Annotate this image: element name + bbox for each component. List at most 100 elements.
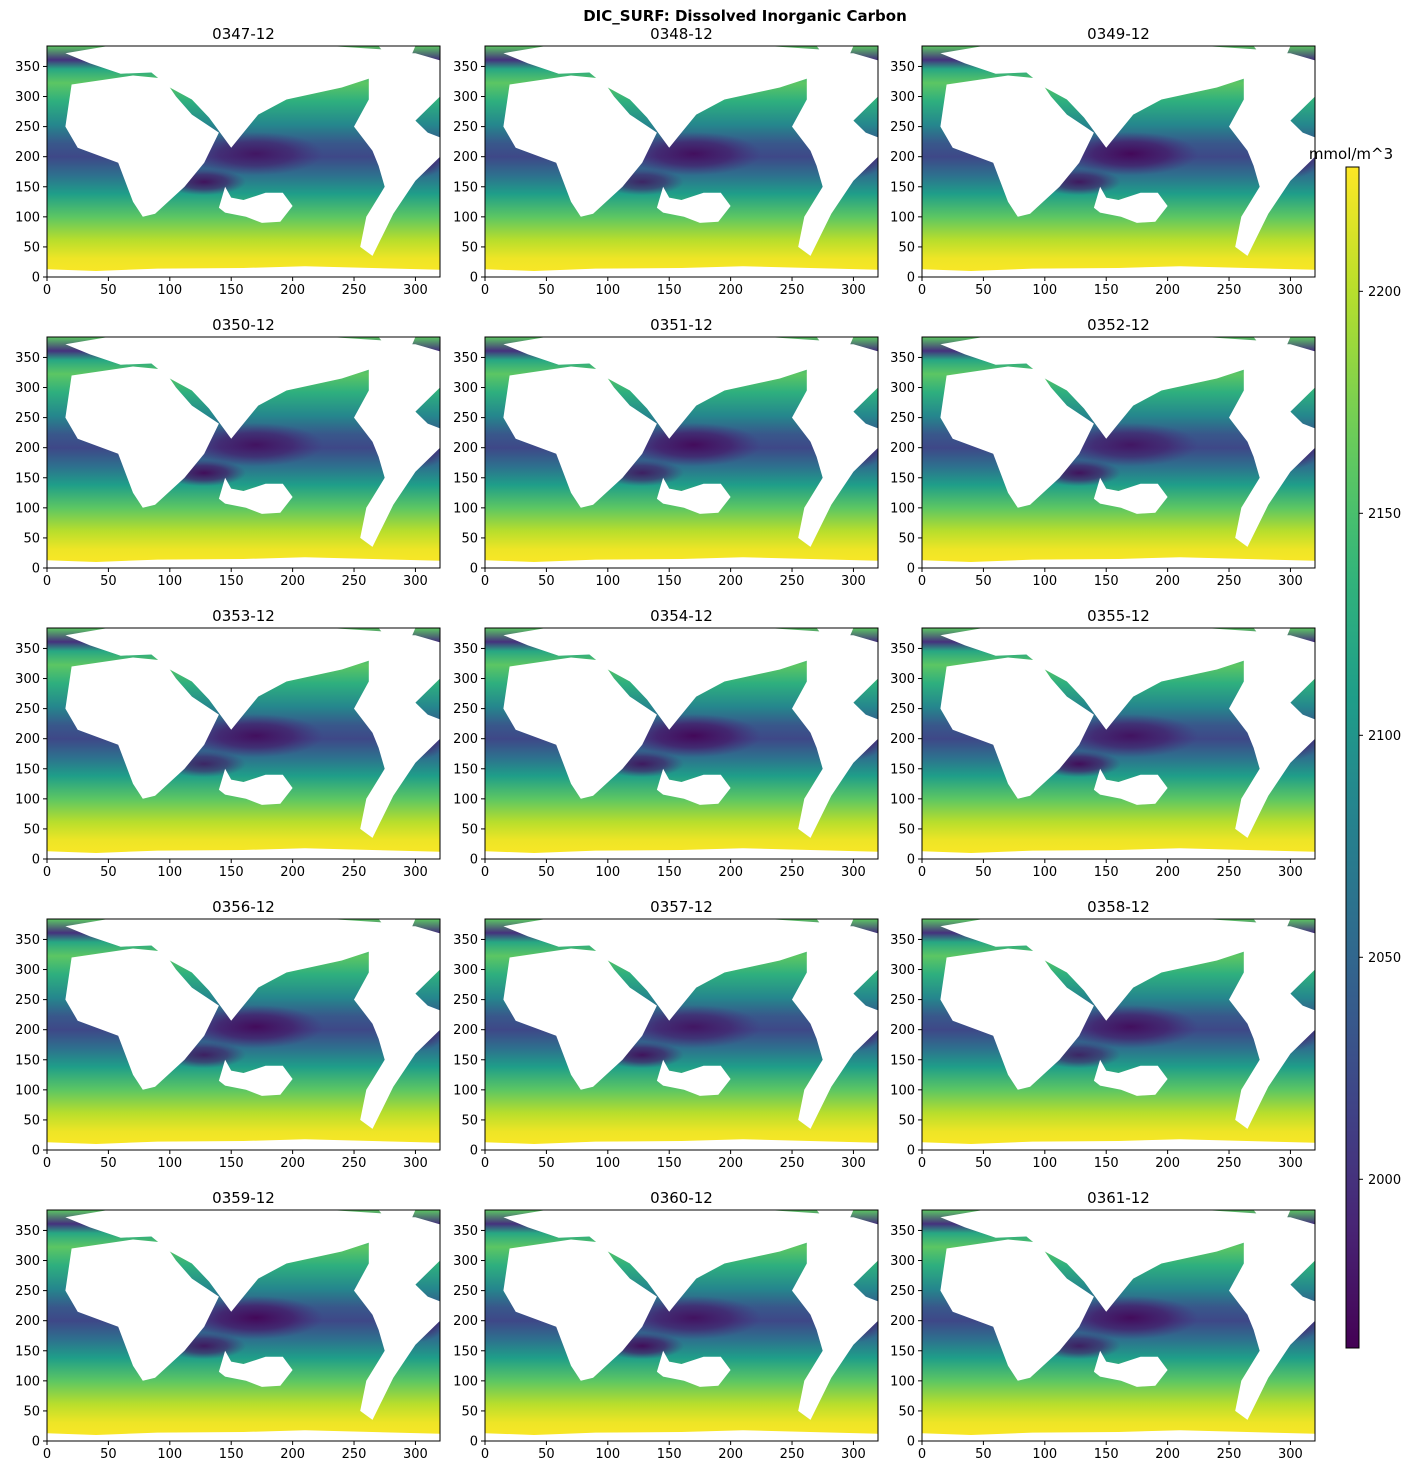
x-tick-label: 150: [657, 1156, 682, 1171]
y-tick-label: 200: [15, 732, 40, 747]
low-dic-region: [188, 132, 324, 176]
panel-title: 0349-12: [1087, 25, 1150, 43]
x-tick-label: 200: [718, 865, 743, 880]
land-australia: [218, 477, 293, 514]
dic-field: [47, 337, 440, 568]
y-tick-label: 150: [15, 471, 40, 486]
x-tick-label: 150: [219, 1447, 244, 1462]
land-antarctic: [922, 266, 1315, 277]
land-eurasia: [65, 337, 391, 439]
land-australia: [1093, 477, 1168, 514]
y-tick-label: 50: [461, 1404, 478, 1419]
x-tick-label: 150: [657, 574, 682, 589]
land-eurasia: [503, 919, 829, 1021]
y-tick-label: 0: [32, 853, 40, 868]
x-tick-label: 300: [841, 1447, 866, 1462]
x-tick-label: 200: [718, 574, 743, 589]
axes-frame: [484, 918, 879, 1151]
dic-field: [47, 628, 440, 859]
dic-field: [922, 1210, 1315, 1441]
land-americas: [792, 1217, 878, 1420]
y-tick-label: 0: [32, 1144, 40, 1159]
land-americas: [354, 344, 440, 547]
y-tick-label: 250: [15, 1284, 40, 1299]
land-antarctic: [485, 1139, 878, 1150]
y-tick-label: 50: [461, 531, 478, 546]
y-tick-label: 50: [898, 1113, 915, 1128]
y-tick-label: 200: [453, 1314, 478, 1329]
y-tick-label: 350: [453, 642, 478, 657]
y-tick-label: 350: [15, 1224, 40, 1239]
y-tick-label: 200: [15, 441, 40, 456]
figure-title: DIC_SURF: Dissolved Inorganic Carbon: [583, 7, 907, 25]
x-tick-label: 200: [718, 283, 743, 298]
y-tick-label: 200: [15, 150, 40, 165]
land-antarctic: [47, 557, 440, 568]
low-dic-region: [626, 1296, 762, 1340]
land-africa: [65, 657, 219, 799]
y-tick-label: 350: [15, 351, 40, 366]
y-tick-label: 250: [15, 120, 40, 135]
y-tick-label: 350: [453, 1224, 478, 1239]
y-tick-label: 150: [453, 180, 478, 195]
land-eurasia: [940, 46, 1266, 148]
x-tick-label: 0: [918, 1447, 926, 1462]
land-greenland: [816, 919, 854, 935]
y-tick-label: 50: [23, 1113, 40, 1128]
x-tick-label: 150: [1094, 865, 1119, 880]
x-tick-label: 100: [1032, 574, 1057, 589]
x-tick-label: 0: [481, 283, 489, 298]
dic-field: [47, 1210, 440, 1441]
panel-title: 0357-12: [650, 898, 713, 916]
x-tick-label: 200: [718, 1156, 743, 1171]
land-greenland: [816, 46, 854, 62]
low-dic-region: [626, 1005, 762, 1049]
land-greenland: [378, 46, 416, 62]
y-tick-label: 150: [453, 762, 478, 777]
y-tick-label: 150: [890, 471, 915, 486]
land-antarctic: [922, 557, 1315, 568]
land-eurasia: [65, 628, 391, 730]
low-dic-region: [188, 1005, 324, 1049]
y-tick-label: 0: [907, 271, 915, 286]
map-panel: 0 50 100 150 200 250 300 0 50 100 150 200 250 300 350 0…: [890, 1189, 1316, 1462]
colorbar-tick-label: 2200: [1368, 285, 1401, 300]
x-tick-label: 250: [342, 1447, 367, 1462]
y-tick-label: 0: [32, 271, 40, 286]
land-australia: [656, 186, 731, 223]
x-tick-label: 50: [538, 574, 555, 589]
x-tick-label: 50: [100, 574, 117, 589]
map-panel: 0 50 100 150 200 250 300 0 50 100 150 200 250 300 350 0…: [453, 898, 879, 1171]
x-tick-label: 200: [1155, 574, 1180, 589]
x-tick-label: 0: [43, 1447, 51, 1462]
land-africa: [503, 948, 657, 1090]
dic-field: [922, 46, 1315, 277]
y-tick-label: 300: [890, 1254, 915, 1269]
axes-frame: [46, 45, 441, 278]
land-australia: [1093, 1350, 1168, 1387]
y-tick-label: 250: [453, 411, 478, 426]
y-tick-label: 300: [890, 381, 915, 396]
y-tick-label: 250: [890, 411, 915, 426]
y-tick-label: 150: [453, 1053, 478, 1068]
y-tick-label: 100: [890, 792, 915, 807]
low-dic-region: [188, 423, 324, 467]
y-tick-label: 300: [15, 1254, 40, 1269]
dic-field: [485, 1210, 878, 1441]
y-tick-label: 100: [15, 1083, 40, 1098]
x-tick-label: 100: [595, 1156, 620, 1171]
x-tick-label: 250: [780, 283, 805, 298]
x-tick-label: 200: [718, 1447, 743, 1462]
land-greenland: [378, 1210, 416, 1226]
land-greenland: [1253, 337, 1291, 353]
land-eurasia: [65, 919, 391, 1021]
y-tick-label: 0: [470, 1435, 478, 1450]
x-tick-label: 150: [219, 574, 244, 589]
x-tick-label: 50: [538, 1447, 555, 1462]
land-australia: [218, 1350, 293, 1387]
y-tick-label: 100: [453, 210, 478, 225]
colorbar-label: mmol/m^3: [1309, 145, 1393, 163]
x-tick-label: 200: [1155, 283, 1180, 298]
axes-frame: [921, 1209, 1316, 1442]
y-tick-label: 300: [15, 963, 40, 978]
